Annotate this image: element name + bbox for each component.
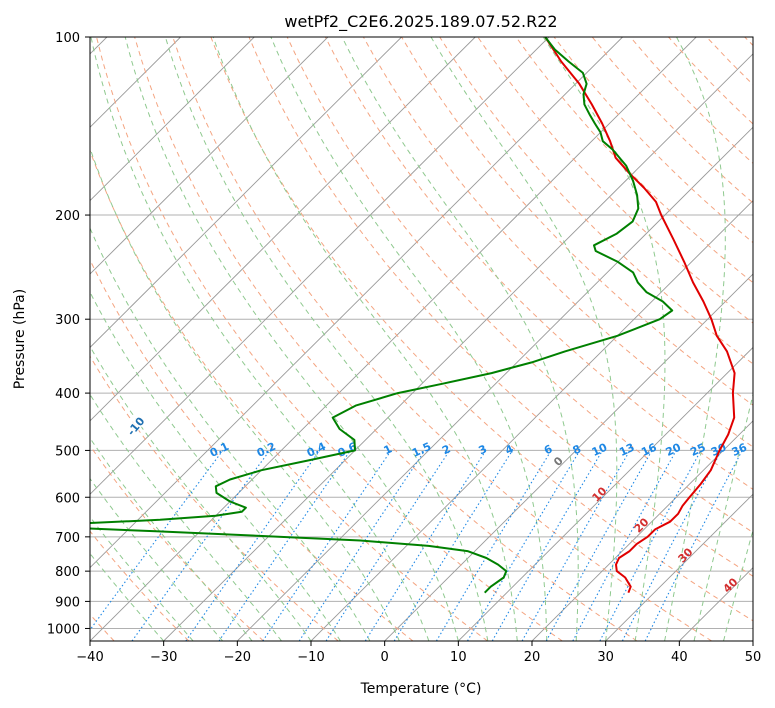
moist-adiabat-line [90, 146, 400, 641]
isotherm-line [90, 37, 402, 349]
x-tick-label: 50 [745, 650, 762, 665]
mixing-ratio-line [90, 450, 224, 631]
isotherm-line [90, 37, 623, 569]
y-tick-label: 300 [55, 313, 80, 328]
dry-adiabat-line [90, 355, 339, 641]
x-tick-label: 20 [524, 650, 541, 665]
mixing-ratio-line [325, 450, 451, 641]
mixing-ratio-line [298, 450, 426, 641]
mixing-ratio-line [521, 450, 631, 641]
dry-adiabat-label-bg [121, 411, 148, 440]
dry-adiabat-line [286, 37, 753, 534]
isotherm-line [531, 420, 753, 641]
mixing-ratio-line [218, 450, 351, 641]
dry-adiabat-line [439, 37, 753, 365]
moist-adiabat-line [90, 477, 223, 641]
dry-adiabat-line [172, 37, 712, 641]
mixing-ratio-label: 30 [709, 441, 729, 459]
x-tick-label: −30 [150, 650, 177, 665]
y-tick-label: 600 [55, 491, 80, 506]
dry-adiabats [90, 37, 753, 641]
y-tick-label: 400 [55, 387, 80, 402]
isotherm-line [90, 37, 697, 641]
moist-adiabat-line [664, 37, 726, 641]
mixing-ratio-line [185, 450, 321, 641]
mixing-ratio-line [572, 450, 677, 641]
sounding-profiles [90, 37, 736, 594]
chart-title: wetPf2_C2E6.2025.189.07.52.R22 [284, 12, 557, 32]
mixing-ratio-label: 10 [590, 441, 610, 459]
moist-adiabat-line [164, 37, 489, 641]
moist-adiabat-line [212, 37, 518, 641]
isotherm-line [384, 273, 753, 641]
y-axis-label: Pressure (hPa) [12, 289, 28, 389]
x-tick-label: −10 [297, 650, 324, 665]
dry-adiabat-line [90, 258, 414, 641]
moist-adiabat-line [542, 37, 666, 641]
x-tick-label: 40 [671, 650, 688, 665]
isotherm-grid [90, 37, 753, 641]
moist-adiabat-line [90, 552, 165, 641]
y-tick-label: 900 [55, 595, 80, 610]
mixing-ratio-line [131, 450, 271, 641]
moist-adiabat-line [430, 37, 618, 641]
isotherm-line [458, 346, 753, 641]
y-tick-label: 200 [55, 209, 80, 224]
moist-adiabat-line [341, 37, 579, 641]
x-tick-label: −40 [76, 650, 103, 665]
mixing-ratio-label: 13 [617, 441, 636, 459]
moist-adiabat-line [124, 37, 459, 641]
isotherm-line [90, 37, 550, 495]
y-tick-label: 800 [55, 565, 80, 580]
mixing-ratio-lines [90, 450, 743, 641]
mixing-ratio-line [262, 450, 392, 641]
dry-adiabat-line [515, 37, 753, 284]
moist-adiabat-line [90, 227, 371, 641]
moist-adiabat-line [90, 290, 341, 641]
y-axis-ticks: 1000 900 800 700 600 500 400 300 200 100 [47, 31, 90, 637]
mixing-ratio-line [644, 450, 743, 641]
plot-frame [89, 36, 754, 642]
dry-adiabat-line [96, 37, 563, 641]
isotherm-line [90, 37, 329, 275]
x-tick-label: 10 [450, 650, 467, 665]
isotherm-line [90, 37, 476, 422]
mixing-ratio-label: 25 [688, 441, 707, 459]
x-tick-label: 0 [381, 650, 389, 665]
mixing-ratio-line [393, 450, 513, 641]
x-tick-label: −20 [224, 650, 251, 665]
dewpoint-profile-line [90, 37, 674, 594]
moist-adiabat-line [90, 37, 430, 641]
x-axis-label: Temperature (°C) [360, 681, 482, 697]
mixing-ratio-label: 36 [730, 441, 750, 459]
dry-adiabat-line [90, 444, 264, 641]
dry-adiabat-line [248, 37, 753, 577]
dry-adiabat-line [90, 530, 190, 641]
x-axis-ticks: −40 −30 −20 −10 0 10 20 30 40 50 [76, 641, 761, 665]
dry-adiabat-line [210, 37, 753, 622]
moist-adiabat-line [90, 437, 253, 641]
mixing-ratio-line [545, 450, 653, 641]
dry-adiabat-line [401, 37, 753, 406]
isotherm-line [90, 37, 255, 202]
dry-adiabat-line [90, 149, 488, 641]
y-tick-label: 100 [55, 31, 80, 46]
y-tick-label: 700 [55, 531, 80, 546]
x-tick-label: 30 [597, 650, 614, 665]
temperature-profile-line [544, 37, 736, 594]
moist-adiabats [90, 37, 753, 641]
y-tick-label: 1000 [47, 622, 80, 637]
mixing-ratio-label: 16 [639, 441, 659, 459]
isobar-grid [90, 37, 753, 629]
y-tick-label: 500 [55, 444, 80, 459]
mixing-ratio-label: 20 [664, 441, 684, 459]
isotherm-line [605, 493, 753, 641]
